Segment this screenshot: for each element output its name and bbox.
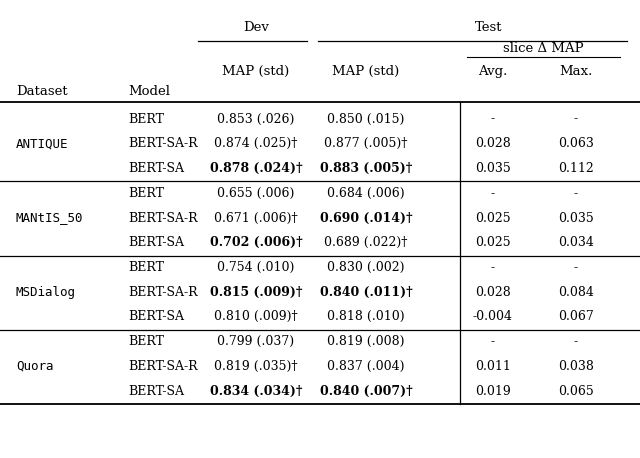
Text: BERT-SA-R: BERT-SA-R (128, 212, 198, 224)
Text: -: - (574, 187, 578, 200)
Text: Max.: Max. (559, 65, 593, 78)
Text: BERT-SA-R: BERT-SA-R (128, 137, 198, 150)
Text: 0.690 (.014)†: 0.690 (.014)† (320, 212, 412, 224)
Text: 0.065: 0.065 (558, 385, 594, 398)
Text: 0.874 (.025)†: 0.874 (.025)† (214, 137, 298, 150)
Text: 0.830 (.002): 0.830 (.002) (327, 261, 405, 274)
Text: 0.684 (.006): 0.684 (.006) (327, 187, 405, 200)
Text: BERT-SA: BERT-SA (128, 311, 184, 323)
Text: MANtIS_50: MANtIS_50 (16, 212, 83, 224)
Text: 0.671 (.006)†: 0.671 (.006)† (214, 212, 298, 224)
Text: BERT-SA-R: BERT-SA-R (128, 360, 198, 373)
Text: Test: Test (475, 21, 502, 34)
Text: 0.883 (.005)†: 0.883 (.005)† (320, 162, 412, 175)
Text: -: - (491, 113, 495, 125)
Text: BERT: BERT (128, 113, 164, 125)
Text: ANTIQUE: ANTIQUE (16, 137, 68, 150)
Text: Avg.: Avg. (478, 65, 508, 78)
Text: 0.850 (.015): 0.850 (.015) (328, 113, 404, 125)
Text: 0.028: 0.028 (475, 286, 511, 299)
Text: 0.067: 0.067 (558, 311, 594, 323)
Text: -: - (491, 335, 495, 348)
Text: 0.035: 0.035 (475, 162, 511, 175)
Text: -: - (574, 113, 578, 125)
Text: Dev: Dev (243, 21, 269, 34)
Text: BERT-SA: BERT-SA (128, 162, 184, 175)
Text: 0.025: 0.025 (475, 212, 511, 224)
Text: 0.038: 0.038 (558, 360, 594, 373)
Text: 0.878 (.024)†: 0.878 (.024)† (210, 162, 302, 175)
Text: 0.084: 0.084 (558, 286, 594, 299)
Text: Quora: Quora (16, 360, 54, 373)
Text: Dataset: Dataset (16, 85, 68, 98)
Text: 0.034: 0.034 (558, 236, 594, 249)
Text: 0.063: 0.063 (558, 137, 594, 150)
Text: Model: Model (128, 85, 170, 98)
Text: 0.799 (.037): 0.799 (.037) (218, 335, 294, 348)
Text: BERT: BERT (128, 261, 164, 274)
Text: 0.818 (.010): 0.818 (.010) (327, 311, 405, 323)
Text: 0.112: 0.112 (558, 162, 594, 175)
Text: BERT-SA: BERT-SA (128, 385, 184, 398)
Text: 0.689 (.022)†: 0.689 (.022)† (324, 236, 408, 249)
Text: 0.754 (.010): 0.754 (.010) (218, 261, 294, 274)
Text: 0.840 (.007)†: 0.840 (.007)† (320, 385, 412, 398)
Text: 0.819 (.008): 0.819 (.008) (327, 335, 405, 348)
Text: 0.819 (.035)†: 0.819 (.035)† (214, 360, 298, 373)
Text: -: - (491, 261, 495, 274)
Text: 0.834 (.034)†: 0.834 (.034)† (210, 385, 302, 398)
Text: -: - (574, 261, 578, 274)
Text: BERT: BERT (128, 335, 164, 348)
Text: BERT-SA: BERT-SA (128, 236, 184, 249)
Text: 0.011: 0.011 (475, 360, 511, 373)
Text: 0.815 (.009)†: 0.815 (.009)† (210, 286, 302, 299)
Text: slice Δ MAP: slice Δ MAP (503, 42, 584, 55)
Text: MAP (std): MAP (std) (332, 65, 400, 78)
Text: 0.655 (.006): 0.655 (.006) (218, 187, 294, 200)
Text: 0.702 (.006)†: 0.702 (.006)† (210, 236, 302, 249)
Text: 0.025: 0.025 (475, 236, 511, 249)
Text: 0.019: 0.019 (475, 385, 511, 398)
Text: -0.004: -0.004 (473, 311, 513, 323)
Text: MSDialog: MSDialog (16, 286, 76, 299)
Text: 0.028: 0.028 (475, 137, 511, 150)
Text: 0.853 (.026): 0.853 (.026) (218, 113, 294, 125)
Text: 0.810 (.009)†: 0.810 (.009)† (214, 311, 298, 323)
Text: 0.877 (.005)†: 0.877 (.005)† (324, 137, 408, 150)
Text: 0.035: 0.035 (558, 212, 594, 224)
Text: -: - (491, 187, 495, 200)
Text: MAP (std): MAP (std) (222, 65, 290, 78)
Text: BERT: BERT (128, 187, 164, 200)
Text: 0.837 (.004): 0.837 (.004) (327, 360, 405, 373)
Text: 0.840 (.011)†: 0.840 (.011)† (320, 286, 412, 299)
Text: -: - (574, 335, 578, 348)
Text: BERT-SA-R: BERT-SA-R (128, 286, 198, 299)
